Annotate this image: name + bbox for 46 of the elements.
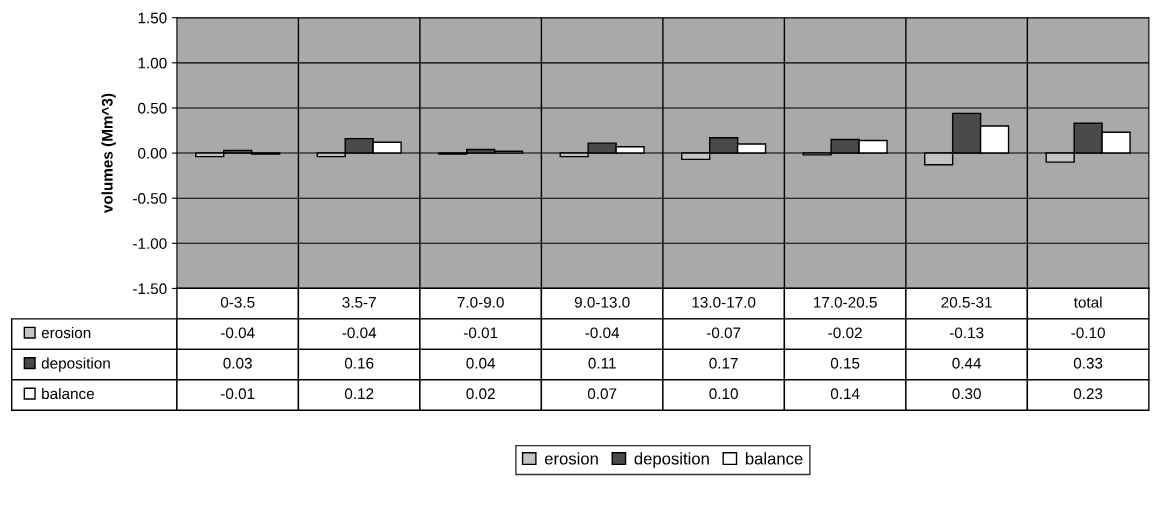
data-label: 0.33 (1073, 357, 1103, 369)
x-tick-label: 20.5-31 (941, 296, 992, 308)
x-tick-label: 13.0-17.0 (692, 296, 756, 308)
data-label: -0.04 (585, 327, 620, 339)
y-tick-label: 0.00 (138, 147, 167, 159)
x-tick-label: 17.0-20.5 (814, 296, 877, 308)
x-tick-label: 9.0-13.0 (574, 296, 630, 308)
data-label: 0.12 (344, 388, 374, 400)
data-label: 0.15 (830, 357, 860, 369)
x-tick-label: total (1073, 296, 1102, 308)
legend-label: deposition (41, 357, 110, 372)
data-label: 0.30 (952, 388, 981, 400)
data-label: 0.44 (952, 357, 982, 369)
data-label: 0.02 (466, 388, 495, 400)
data-label: 0.17 (709, 357, 738, 369)
x-tick-label: 7.0-9.0 (457, 296, 504, 308)
data-label: -0.01 (220, 388, 255, 400)
y-tick-label: 1.00 (138, 57, 167, 69)
data-label: -0.07 (706, 327, 741, 339)
legend-label: balance (42, 387, 94, 400)
legend-label: erosion (41, 326, 91, 339)
text: deposition (634, 452, 709, 468)
data-label: -0.04 (220, 327, 255, 339)
data-label: 0.07 (587, 388, 617, 400)
text: erosion (544, 452, 598, 465)
data-label: 0.10 (709, 388, 738, 400)
y-axis-title: volumes (Mm^3) (101, 93, 116, 214)
x-tick-label: 3.5-7 (342, 296, 376, 308)
data-label: -0.01 (463, 327, 498, 339)
data-label: 0.04 (466, 357, 496, 369)
y-tick-label: -1.50 (133, 283, 167, 295)
data-label: 0.11 (588, 357, 616, 369)
data-label: -0.13 (949, 327, 984, 339)
x-tick-label: 0-3.5 (220, 296, 255, 308)
data-label: 0.16 (344, 357, 374, 369)
text: balance (745, 452, 803, 465)
data-label: 0.03 (223, 357, 252, 369)
y-tick-label: 1.50 (138, 12, 167, 24)
data-label: 0.23 (1073, 388, 1103, 400)
y-tick-label: -0.50 (133, 193, 167, 204)
data-label: -0.02 (828, 327, 862, 339)
y-tick-label: 0.50 (138, 102, 167, 114)
data-label: -0.04 (342, 327, 377, 339)
y-tick-label: -1.00 (133, 238, 167, 249)
data-label: 0.14 (830, 388, 860, 400)
data-label: -0.10 (1071, 327, 1105, 339)
